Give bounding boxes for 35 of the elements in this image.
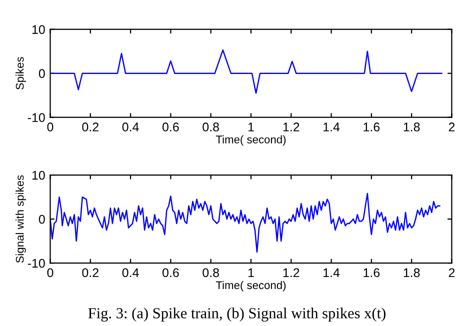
x-tick-label: 1.8 <box>404 268 420 278</box>
x-tick-label: 1.4 <box>324 268 340 277</box>
x-tick-label: 0 <box>47 122 54 132</box>
y-axis-title: Signal with spikes <box>16 175 26 263</box>
line-series <box>50 49 442 94</box>
x-axis-title: Time( second) <box>216 135 286 146</box>
x-tick-label: 1 <box>248 122 254 132</box>
line-series <box>50 192 440 253</box>
y-tick-label: 10 <box>32 25 45 34</box>
x-tick-label: 1.6 <box>364 122 380 132</box>
x-tick-label: 1 <box>248 268 254 277</box>
y-tick-label: 0 <box>38 214 45 224</box>
x-tick-label: 1.8 <box>404 122 420 132</box>
y-tick-label: 0 <box>38 69 45 78</box>
caption: Fig. 3: (a) Spike train, (b) Signal with spikes x(t) <box>88 308 386 322</box>
x-axis-title: Time( second) <box>216 280 286 292</box>
x-tick-label: 0.2 <box>82 268 98 278</box>
x-tick-label: 0.4 <box>122 122 139 132</box>
x-tick-label: 0.2 <box>82 122 98 132</box>
x-tick-label: 0.4 <box>122 268 139 278</box>
x-tick-label: 1.4 <box>324 122 340 132</box>
x-tick-label: 0.8 <box>202 122 219 132</box>
y-tick-label: -10 <box>28 113 45 122</box>
x-tick-label: 2 <box>448 122 455 132</box>
x-tick-label: 1.2 <box>283 268 300 277</box>
x-tick-label: 2 <box>448 268 455 277</box>
x-tick-label: 0.6 <box>162 122 179 132</box>
x-tick-label: 0 <box>47 268 54 278</box>
y-tick-label: -10 <box>28 258 45 268</box>
x-tick-label: 0.8 <box>202 268 219 278</box>
x-tick-label: 1.2 <box>283 122 300 132</box>
x-tick-label: 1.6 <box>364 268 380 278</box>
y-tick-label: 10 <box>32 170 45 180</box>
y-axis-title: Spikes <box>16 57 26 90</box>
x-tick-label: 0.6 <box>162 268 179 278</box>
